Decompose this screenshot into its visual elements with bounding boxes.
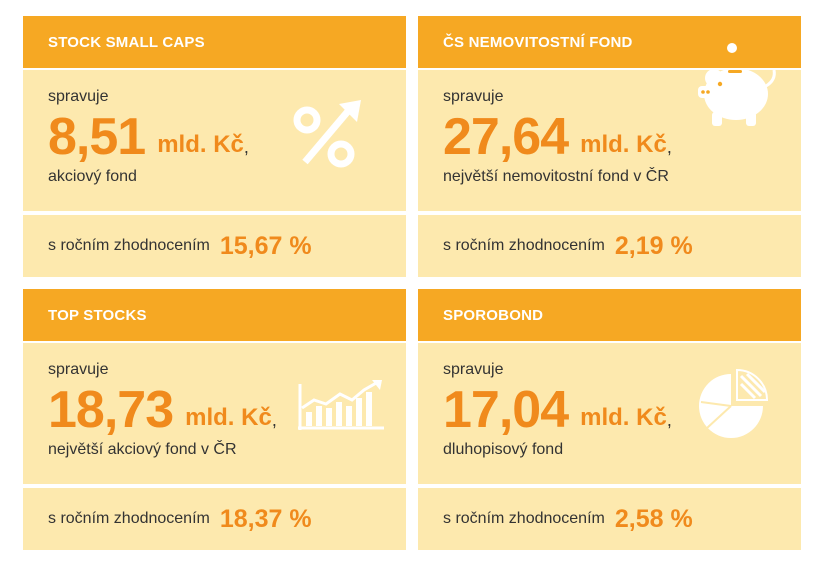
return-label: s ročním zhodnocením: [443, 237, 605, 254]
amount-row: 18,73 mld. Kč ,: [48, 381, 406, 439]
fund-title: TOP STOCKS: [48, 306, 147, 324]
amount-comma: ,: [271, 410, 277, 430]
fund-title: STOCK SMALL CAPS: [48, 33, 205, 51]
amount-value: 8,51: [48, 108, 146, 166]
amount-comma: ,: [243, 137, 249, 157]
fund-title: ČS NEMOVITOSTNÍ FOND: [443, 33, 633, 51]
amount-value: 17,04: [443, 381, 569, 439]
return-value: 2,19 %: [614, 231, 693, 260]
manages-label: spravuje: [48, 361, 109, 378]
fund-description: největší nemovitostní fond v ČR: [443, 168, 669, 185]
card-footer: s ročním zhodnocením 15,67 %: [23, 215, 406, 277]
card-footer: s ročním zhodnocením 2,58 %: [418, 488, 801, 550]
fund-description: dluhopisový fond: [443, 441, 564, 458]
fund-card-sporobond: SPOROBOND spravuje 17,04 mld. Kč , dluho…: [418, 289, 801, 550]
amount-value: 18,73: [48, 381, 174, 439]
return-label: s ročním zhodnocením: [48, 510, 210, 527]
card-header: STOCK SMALL CAPS: [23, 16, 406, 68]
amount-value: 27,64: [443, 108, 569, 166]
return-label: s ročním zhodnocením: [48, 237, 210, 254]
fund-card-stock-small-caps: STOCK SMALL CAPS spravuje 8,51 mld. Kč ,…: [23, 16, 406, 277]
amount-unit: mld. Kč: [580, 404, 667, 431]
pie-chart-icon: [697, 368, 769, 445]
fund-description: akciový fond: [48, 168, 137, 185]
amount-unit: mld. Kč: [157, 131, 244, 158]
amount-comma: ,: [666, 137, 672, 157]
fund-title: SPOROBOND: [443, 306, 544, 324]
manages-label: spravuje: [443, 361, 504, 378]
card-footer: s ročním zhodnocením 18,37 %: [23, 488, 406, 550]
return-value: 18,37 %: [219, 504, 312, 533]
amount-row: 17,04 mld. Kč ,: [443, 381, 801, 439]
amount-unit: mld. Kč: [580, 131, 667, 158]
amount-row: 8,51 mld. Kč ,: [48, 108, 406, 166]
card-header: SPOROBOND: [418, 289, 801, 341]
card-footer: s ročním zhodnocením 2,19 %: [418, 215, 801, 277]
percent-growth-icon: [291, 98, 367, 175]
return-value: 15,67 %: [219, 231, 312, 260]
amount-row: 27,64 mld. Kč ,: [443, 108, 801, 166]
card-header: ČS NEMOVITOSTNÍ FOND: [418, 16, 801, 68]
return-label: s ročním zhodnocením: [443, 510, 605, 527]
card-main: spravuje 8,51 mld. Kč , akciový fond: [23, 70, 406, 211]
manages-label: spravuje: [48, 88, 109, 105]
amount-unit: mld. Kč: [185, 404, 272, 431]
manages-label: spravuje: [443, 88, 504, 105]
growth-chart-icon: [296, 378, 386, 439]
amount-comma: ,: [666, 410, 672, 430]
return-value: 2,58 %: [614, 504, 693, 533]
card-main: spravuje 18,73 mld. Kč , největší akciov…: [23, 343, 406, 484]
fund-card-top-stocks: TOP STOCKS spravuje 18,73 mld. Kč , nejv…: [23, 289, 406, 550]
piggy-bank-icon: [694, 40, 780, 135]
card-header: TOP STOCKS: [23, 289, 406, 341]
fund-card-cs-nemovitostni: ČS NEMOVITOSTNÍ FOND spravuje 27,64 mld.…: [418, 16, 801, 277]
fund-description: největší akciový fond v ČR: [48, 441, 237, 458]
